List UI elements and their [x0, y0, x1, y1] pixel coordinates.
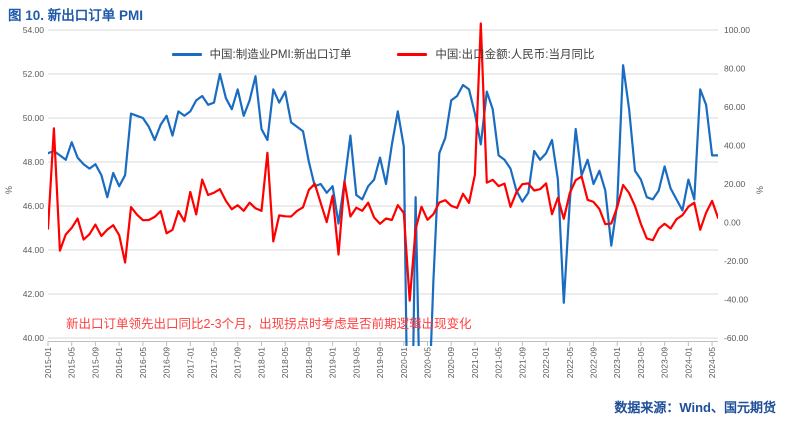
y-axis-tick-label-right: -60.00 — [724, 333, 748, 343]
legend-item-export-yoy: 中国:出口金额:人民币:当月同比 — [397, 46, 594, 62]
x-axis-tick-label: 2023-05 — [636, 347, 646, 378]
x-axis-tick-label: 2018-05 — [280, 347, 290, 378]
x-axis-tick-label: 2019-09 — [375, 347, 385, 378]
x-axis-tick-label: 2024-01 — [683, 347, 693, 378]
x-axis-tick-label: 2019-01 — [328, 347, 338, 378]
analyst-annotation: 新出口订单领先出口同比2-3个月，出现拐点时考虑是否前期逻辑出现变化 — [66, 317, 472, 331]
x-axis-tick-label: 2022-05 — [565, 347, 575, 378]
y-axis-tick-label-right: -20.00 — [724, 256, 748, 266]
y-axis-tick-label-left: 42.00 — [23, 289, 45, 299]
y-axis-tick-label-left: 40.00 — [23, 333, 45, 343]
x-axis-tick-label: 2018-01 — [256, 347, 266, 378]
x-axis-tick-label: 2018-09 — [304, 347, 314, 378]
y-axis-tick-label-right: 40.00 — [724, 141, 746, 151]
x-axis-tick-label: 2016-01 — [114, 347, 124, 378]
x-axis-tick-label: 2016-05 — [138, 347, 148, 378]
x-axis-tick-label: 2024-05 — [707, 347, 717, 378]
x-axis-tick-label: 2022-09 — [588, 347, 598, 378]
y-axis-tick-label-left: 46.00 — [23, 201, 45, 211]
pmi-line — [48, 64, 718, 346]
y-axis-tick-label-left: 48.00 — [23, 157, 45, 167]
pmi-legend-label: 中国:制造业PMI:新出口订单 — [209, 49, 352, 61]
y-axis-tick-label-right: 20.00 — [724, 179, 746, 189]
x-axis-tick-label: 2019-05 — [351, 347, 361, 378]
y-axis-tick-label-right: -40.00 — [724, 295, 748, 305]
export-yoy-line-swatch-icon — [397, 52, 428, 56]
x-axis-tick-label: 2020-09 — [446, 347, 456, 378]
x-axis-tick-label: 2023-09 — [660, 347, 670, 378]
y-axis-tick-label-left: 50.00 — [23, 113, 45, 123]
y-axis-tick-label-right: 80.00 — [724, 64, 746, 74]
chart-title: 图 10. 新出口订单 PMI — [8, 8, 144, 23]
x-axis-tick-label: 2015-09 — [90, 347, 100, 378]
x-axis-tick-label: 2016-09 — [162, 347, 172, 378]
x-axis-tick-label: 2017-01 — [185, 347, 195, 378]
x-axis-tick-label: 2020-05 — [422, 347, 432, 378]
data-source: 数据来源：Wind、国元期货 — [614, 400, 776, 415]
x-axis-tick-label: 2023-01 — [612, 347, 622, 378]
chart-legend: 中国:制造业PMI:新出口订单 中国:出口金额:人民币:当月同比 — [48, 46, 718, 62]
x-axis-tick-label: 2015-05 — [67, 347, 77, 378]
export-yoy-legend-label: 中国:出口金额:人民币:当月同比 — [435, 49, 595, 61]
x-axis-tick-label: 2021-01 — [470, 347, 480, 378]
y-axis-tick-label-right: 100.00 — [724, 25, 750, 35]
export-yoy-line — [48, 22, 718, 302]
x-axis-tick-label: 2021-05 — [494, 347, 504, 378]
right-axis-unit-label: % — [755, 186, 765, 194]
pmi-line-swatch-icon — [171, 52, 202, 56]
x-axis-tick-label: 2021-09 — [517, 347, 527, 378]
y-axis-tick-label-left: 44.00 — [23, 245, 45, 255]
y-axis-tick-label-right: 0.00 — [724, 218, 741, 228]
legend-item-pmi: 中国:制造业PMI:新出口订单 — [171, 46, 352, 62]
x-axis-tick-label: 2015-01 — [43, 347, 53, 378]
y-axis-tick-label-left: 54.00 — [23, 25, 45, 35]
x-axis-tick-label: 2017-09 — [233, 347, 243, 378]
x-axis-tick-label: 2020-01 — [399, 347, 409, 378]
x-axis-tick-label: 2022-01 — [541, 347, 551, 378]
y-axis-tick-label-left: 52.00 — [23, 69, 45, 79]
left-axis-unit-label: % — [4, 186, 14, 194]
x-axis-tick-label: 2017-05 — [209, 347, 219, 378]
y-axis-tick-label-right: 60.00 — [724, 102, 746, 112]
